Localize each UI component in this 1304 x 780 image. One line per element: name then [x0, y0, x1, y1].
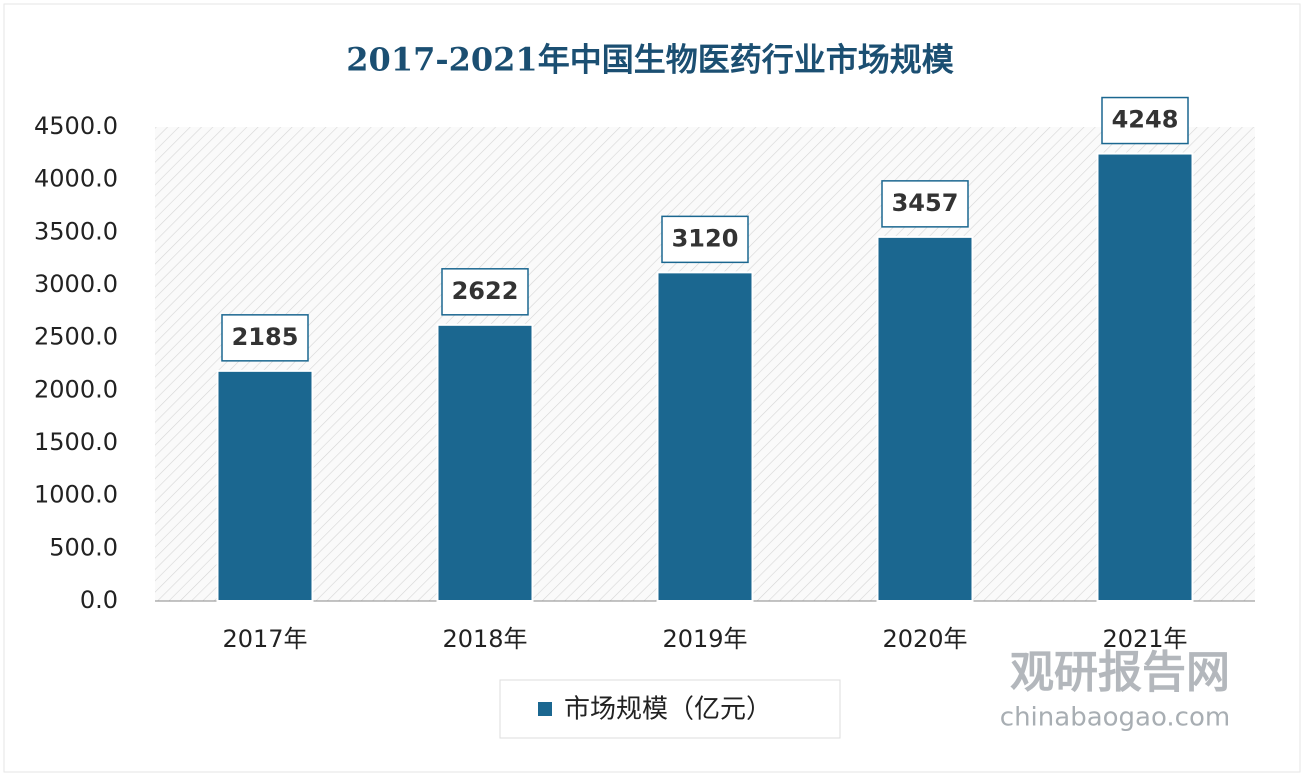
data-label-box	[661, 215, 749, 264]
data-label-box	[881, 180, 969, 228]
data-label-box	[441, 268, 529, 316]
data-label: 2185	[232, 323, 299, 351]
y-tick-label: 4500.0	[34, 112, 118, 140]
chart-title: 2017-2021年中国生物医药行业市场规模	[346, 41, 953, 79]
data-label-box	[1101, 96, 1189, 145]
y-tick-label: 3500.0	[34, 217, 118, 245]
data-label: 4248	[1112, 106, 1179, 134]
y-tick-label: 0.0	[80, 586, 118, 614]
y-tick-label: 1500.0	[34, 428, 118, 456]
x-tick-label: 2017年	[222, 625, 307, 653]
data-label-box	[221, 314, 309, 362]
bar	[1096, 152, 1194, 602]
legend-swatch	[538, 702, 552, 716]
y-tick-label: 2500.0	[34, 323, 118, 351]
watermark-url: chinabaogao.com	[1000, 703, 1230, 733]
bar	[216, 369, 314, 603]
y-tick-label: 500.0	[49, 533, 118, 561]
y-tick-label: 2000.0	[34, 375, 118, 403]
data-label: 3120	[672, 224, 739, 252]
legend-box	[499, 679, 841, 739]
data-label: 3457	[892, 189, 959, 217]
legend-label: 市场规模（亿元）	[564, 695, 772, 725]
x-tick-label: 2018年	[442, 625, 527, 653]
data-label: 2622	[452, 277, 519, 305]
bar	[656, 271, 754, 602]
y-tick-label: 3000.0	[34, 270, 118, 298]
watermark: 观研报告网	[1010, 647, 1230, 698]
x-tick-label: 2020年	[882, 625, 967, 653]
bar	[876, 235, 974, 602]
y-tick-label: 1000.0	[34, 481, 118, 509]
bar	[436, 323, 534, 602]
x-tick-label: 2021年	[1102, 625, 1187, 653]
y-tick-label: 4000.0	[34, 165, 118, 193]
x-tick-label: 2019年	[662, 625, 747, 653]
